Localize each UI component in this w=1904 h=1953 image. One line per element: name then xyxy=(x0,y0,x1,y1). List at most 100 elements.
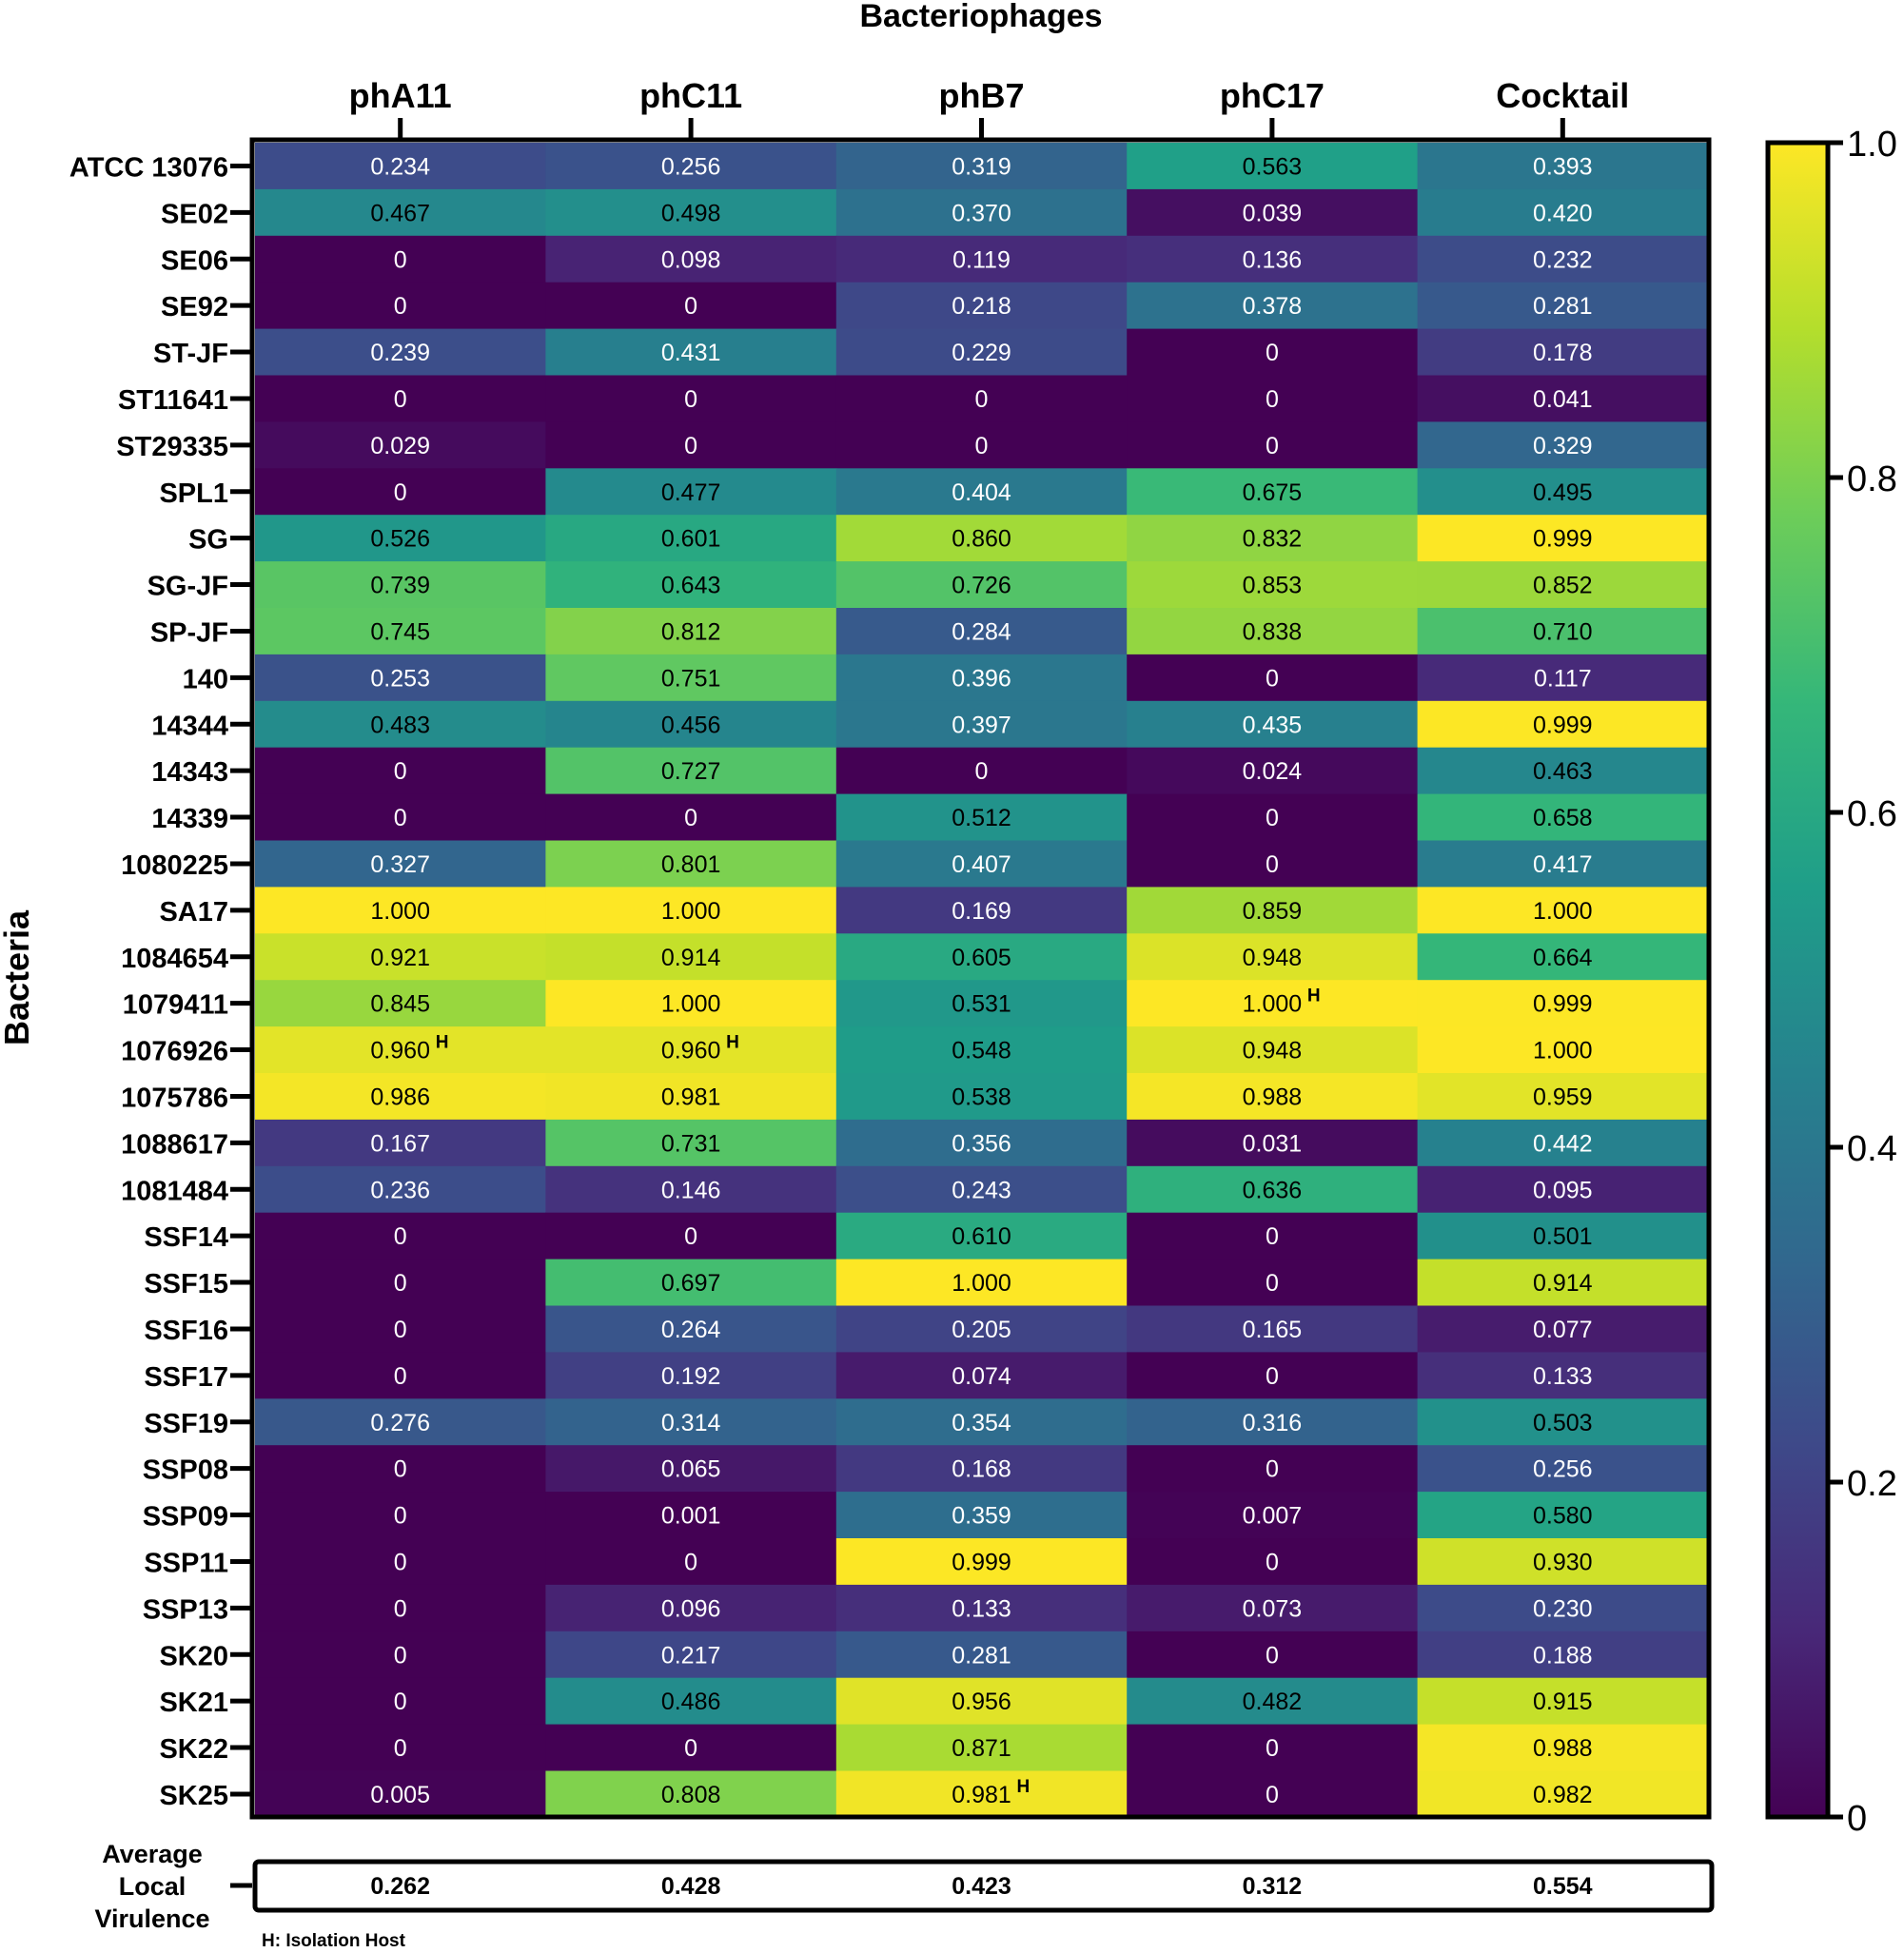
heatmap-cell xyxy=(1127,793,1419,842)
cell-value: 0 xyxy=(1266,386,1279,413)
heatmap-cell xyxy=(545,375,837,422)
heatmap-cell xyxy=(255,1398,546,1446)
heatmap-cell xyxy=(1127,328,1419,377)
cell-value: 0 xyxy=(1266,1735,1279,1762)
heatmap-cell xyxy=(545,1026,837,1074)
heatmap-cell xyxy=(835,1352,1128,1399)
cell-value: 0.314 xyxy=(661,1410,721,1436)
cell-value: 0 xyxy=(1266,433,1279,459)
heatmap-cell xyxy=(1417,561,1709,609)
cell-value: 0 xyxy=(394,1595,407,1622)
heatmap-cell xyxy=(1127,1352,1419,1399)
heatmap-cell xyxy=(255,515,546,562)
heatmap-cell xyxy=(835,143,1128,190)
cell-value: 0 xyxy=(684,1735,697,1762)
heatmap-cell xyxy=(1127,282,1419,330)
heatmap-cell xyxy=(1127,1770,1419,1818)
average-value: 0.262 xyxy=(370,1873,430,1900)
cell-value: 0.988 xyxy=(1243,1084,1303,1110)
cell-value: 0.999 xyxy=(1533,712,1593,738)
heatmap-cell xyxy=(1417,1212,1709,1260)
heatmap-cell xyxy=(1417,375,1709,422)
cell-value: 0 xyxy=(684,293,697,320)
heatmap-cell xyxy=(1417,1026,1709,1074)
heatmap-cell xyxy=(255,1026,546,1074)
heatmap-cell xyxy=(835,282,1128,330)
cell-value: 0.531 xyxy=(952,991,1011,1018)
cell-value: 0.234 xyxy=(370,153,430,180)
cell-value: 0.498 xyxy=(661,200,721,226)
cell-value: 0.503 xyxy=(1533,1410,1593,1436)
cell-value: 0.838 xyxy=(1243,618,1303,645)
heatmap-cell xyxy=(1127,1026,1419,1074)
cell-value: 1.000 xyxy=(661,898,721,925)
cell-value: 0.229 xyxy=(952,340,1011,366)
heatmap-cell xyxy=(545,1119,837,1167)
heatmap-cell xyxy=(545,1677,837,1726)
heatmap-cell xyxy=(1127,375,1419,422)
cell-value: 0.133 xyxy=(952,1595,1011,1622)
cell-value: 0.960 xyxy=(370,1038,430,1064)
heatmap-cell xyxy=(835,1398,1128,1446)
row-label: 1081484 xyxy=(121,1176,228,1206)
cell-value: 0.442 xyxy=(1533,1130,1593,1157)
row-label: SSF14 xyxy=(144,1222,228,1253)
cell-value: 0.146 xyxy=(661,1177,721,1203)
cell-value: 0.664 xyxy=(1533,945,1593,971)
cell-value: 0 xyxy=(394,1503,407,1530)
heatmap-cell xyxy=(1417,1724,1709,1772)
heatmap-cell xyxy=(1417,1165,1709,1214)
cell-value: 0.417 xyxy=(1533,851,1593,878)
cell-value: 0.253 xyxy=(370,665,430,692)
heatmap-cell xyxy=(255,700,546,749)
cell-value: 0.435 xyxy=(1243,712,1303,738)
isolation-host-mark: H xyxy=(1307,986,1321,1006)
cell-value: 1.000 xyxy=(1533,1038,1593,1064)
average-value: 0.428 xyxy=(661,1873,721,1900)
heatmap-cell xyxy=(835,1073,1128,1121)
heatmap-cell xyxy=(545,1352,837,1399)
row-label: SA17 xyxy=(159,897,228,928)
row-label: SPL1 xyxy=(159,478,228,509)
cell-value: 0.407 xyxy=(952,851,1011,878)
heatmap-cell xyxy=(1127,1165,1419,1214)
heatmap-cell xyxy=(1127,747,1419,795)
cell-value: 0 xyxy=(684,1549,697,1575)
heatmap-cell xyxy=(1127,1259,1419,1307)
cell-value: 0.986 xyxy=(370,1084,430,1110)
chart-title: Bacteriophages xyxy=(859,0,1102,34)
heatmap-cell xyxy=(1127,1305,1419,1353)
heatmap-cell xyxy=(1417,933,1709,981)
cell-value: 0.329 xyxy=(1533,433,1593,459)
cell-value: 0.956 xyxy=(952,1689,1011,1715)
heatmap-cell xyxy=(835,793,1128,842)
heatmap-cell xyxy=(1417,1398,1709,1446)
colorbar-bar xyxy=(1765,140,1831,1820)
heatmap-cell xyxy=(1417,608,1709,655)
cell-value: 0.354 xyxy=(952,1410,1011,1436)
cell-value: 0 xyxy=(1266,340,1279,366)
cell-value: 0 xyxy=(1266,1549,1279,1575)
cell-value: 0.041 xyxy=(1533,386,1593,413)
cell-value: 0.915 xyxy=(1533,1689,1593,1715)
cell-value: 0.486 xyxy=(661,1689,721,1715)
heatmap-cell xyxy=(1127,1538,1419,1586)
cell-value: 0.031 xyxy=(1243,1130,1303,1157)
heatmap-cell xyxy=(545,561,837,609)
heatmap-cell xyxy=(545,1073,837,1121)
heatmap-cell xyxy=(835,608,1128,655)
heatmap-cell xyxy=(255,1445,546,1493)
row-label: SG xyxy=(188,525,228,556)
cell-value: 0.982 xyxy=(1533,1782,1593,1808)
cell-value: 0 xyxy=(394,1317,407,1343)
cell-value: 0 xyxy=(394,758,407,785)
row-label: 14339 xyxy=(151,804,228,834)
heatmap-cell xyxy=(835,1584,1128,1632)
heatmap-cell xyxy=(545,793,837,842)
heatmap-cell xyxy=(1127,1584,1419,1632)
colorbar-tick-label: 0 xyxy=(1847,1799,1867,1839)
cell-value: 0.281 xyxy=(1533,293,1593,320)
cell-value: 0.859 xyxy=(1243,898,1303,925)
row-label: SE02 xyxy=(161,199,228,229)
